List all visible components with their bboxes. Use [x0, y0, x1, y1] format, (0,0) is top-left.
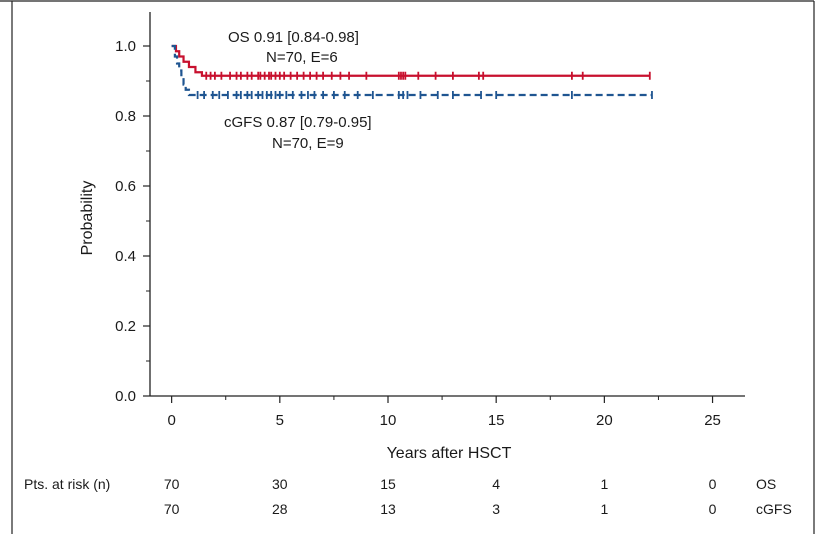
- y-tick-label: 0.8: [115, 108, 136, 125]
- os-counts-label: N=70, E=6: [266, 49, 338, 66]
- risk-value-os: 4: [492, 476, 500, 492]
- x-tick-label: 20: [596, 412, 613, 429]
- risk-table-header: Pts. at risk (n): [24, 476, 110, 492]
- risk-value-os: 0: [709, 476, 717, 492]
- plot-series: [171, 44, 653, 99]
- x-tick-label: 0: [167, 412, 175, 429]
- risk-value-cgfs: 13: [380, 501, 396, 517]
- x-tick-label: 25: [704, 412, 721, 429]
- risk-value-cgfs: 70: [164, 501, 180, 517]
- risk-row-label-os: OS: [756, 476, 776, 492]
- x-tick-label: 10: [380, 412, 397, 429]
- risk-value-cgfs: 0: [709, 501, 717, 517]
- x-tick-label: 5: [276, 412, 284, 429]
- y-tick-label: 0.4: [115, 248, 136, 265]
- y-tick-label: 0.0: [115, 388, 136, 405]
- y-axis-title: Probability: [79, 181, 96, 256]
- risk-table: Pts. at risk (n) 70 30 15 4 1 0 OS 70 28 13 3 1 0 cGF…: [24, 476, 792, 517]
- risk-value-cgfs: 3: [492, 501, 500, 517]
- os-estimate-label: OS 0.91 [0.84-0.98]: [228, 29, 359, 46]
- risk-value-os: 30: [272, 476, 288, 492]
- cgfs-estimate-label: cGFS 0.87 [0.79-0.95]: [224, 114, 372, 131]
- risk-value-cgfs: 28: [272, 501, 288, 517]
- series-line-cgfs: [171, 44, 652, 97]
- cgfs-counts-label: N=70, E=9: [272, 135, 344, 152]
- risk-value-os: 15: [380, 476, 396, 492]
- x-axis-title: Years after HSCT: [387, 445, 512, 462]
- x-tick-label: 15: [488, 412, 505, 429]
- y-tick-label: 0.2: [115, 318, 136, 335]
- risk-value-cgfs: 1: [600, 501, 608, 517]
- y-tick-label: 1.0: [115, 38, 136, 55]
- risk-value-os: 70: [164, 476, 180, 492]
- series-line-os: [171, 44, 650, 77]
- risk-row-label-cgfs: cGFS: [756, 501, 792, 517]
- plot-axes: 0.0 0.2 0.4 0.6 0.8 1.0 0 5 10 15 20 25: [115, 12, 745, 429]
- y-tick-label: 0.6: [115, 178, 136, 195]
- risk-value-os: 1: [600, 476, 608, 492]
